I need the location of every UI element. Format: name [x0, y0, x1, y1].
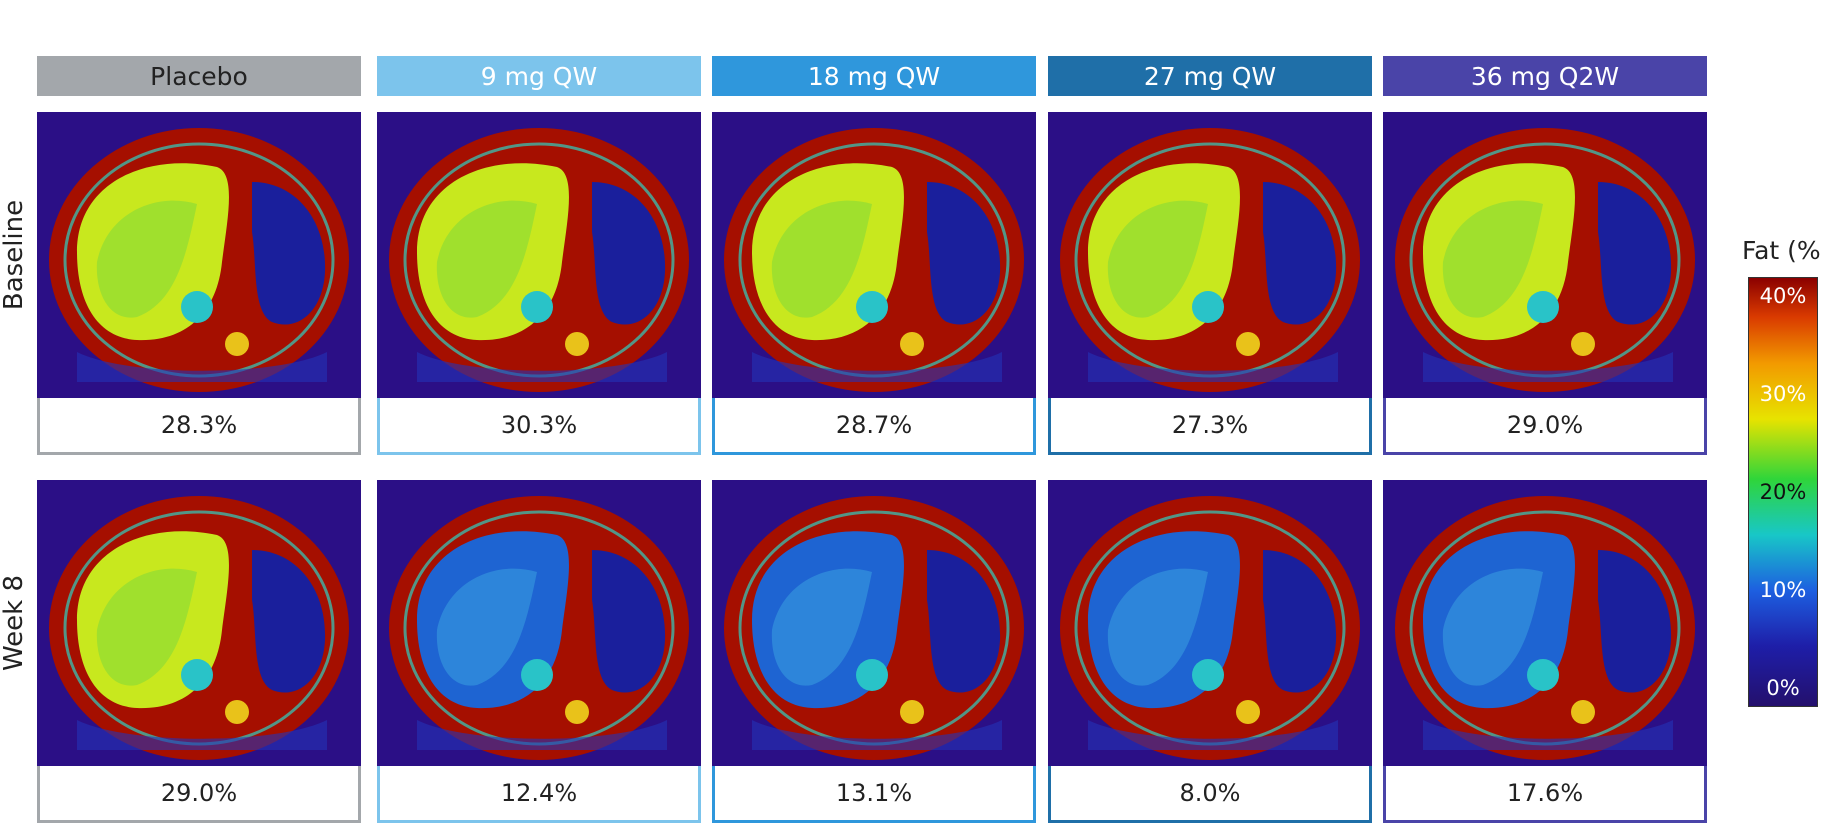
fat-value-week8-3: 8.0%	[1048, 766, 1372, 823]
mri-scan-week8-1	[377, 480, 701, 766]
fat-colorbar	[1748, 277, 1818, 707]
row-label-baseline: Baseline	[0, 199, 30, 311]
fat-value-baseline-3: 27.3%	[1048, 398, 1372, 455]
mri-scan-baseline-2	[712, 112, 1036, 398]
fat-value-week8-2: 13.1%	[712, 766, 1036, 823]
mri-scan-week8-3	[1048, 480, 1372, 766]
legend-title: Fat (%)	[1742, 236, 1821, 265]
mri-scan-baseline-3	[1048, 112, 1372, 398]
fat-value-week8-1: 12.4%	[377, 766, 701, 823]
mri-scan-baseline-1	[377, 112, 701, 398]
column-header-4: 36 mg Q2W	[1383, 56, 1707, 96]
legend-tick-20: 20%	[1759, 480, 1807, 504]
legend-tick-0: 0%	[1766, 676, 1800, 700]
fat-value-week8-4: 17.6%	[1383, 766, 1707, 823]
legend-tick-10: 10%	[1759, 578, 1807, 602]
fat-value-baseline-0: 28.3%	[37, 398, 361, 455]
mri-scan-baseline-4	[1383, 112, 1707, 398]
column-header-2: 18 mg QW	[712, 56, 1036, 96]
fat-value-week8-0: 29.0%	[37, 766, 361, 823]
column-header-3: 27 mg QW	[1048, 56, 1372, 96]
fat-value-baseline-2: 28.7%	[712, 398, 1036, 455]
mri-scan-week8-0	[37, 480, 361, 766]
mri-scan-baseline-0	[37, 112, 361, 398]
mri-scan-week8-2	[712, 480, 1036, 766]
fat-value-baseline-4: 29.0%	[1383, 398, 1707, 455]
row-label-week-8: Week 8	[0, 574, 30, 672]
legend-tick-30: 30%	[1759, 382, 1807, 406]
fat-value-baseline-1: 30.3%	[377, 398, 701, 455]
column-header-1: 9 mg QW	[377, 56, 701, 96]
legend-tick-40: 40%	[1759, 284, 1807, 308]
column-header-0: Placebo	[37, 56, 361, 96]
mri-scan-week8-4	[1383, 480, 1707, 766]
